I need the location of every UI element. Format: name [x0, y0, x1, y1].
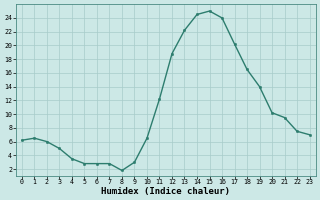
- X-axis label: Humidex (Indice chaleur): Humidex (Indice chaleur): [101, 187, 230, 196]
